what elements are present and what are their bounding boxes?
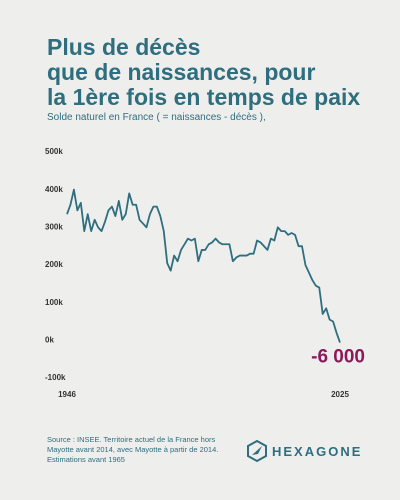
line (66, 188, 341, 343)
x-tick-label: 2025 (331, 390, 349, 399)
source: Estimations avant 1965 (47, 455, 125, 464)
x-tick-label: 1946 (58, 390, 76, 399)
y-tick-label: 0k (45, 335, 54, 344)
annotation: -6 000 (311, 347, 365, 368)
y-tick-label: 300k (45, 222, 63, 231)
logo-icon (247, 439, 267, 463)
source: Source : INSEE. Territoire actuel de la … (47, 435, 216, 444)
y-tick-label: 100k (45, 298, 63, 307)
y-tick-label: 500k (45, 147, 63, 156)
logo-icon (252, 446, 262, 455)
chart-title: que de naissances, pour (47, 59, 315, 85)
chart-title: Plus de décès (47, 34, 200, 60)
logo: HEXAGONE (247, 439, 362, 463)
source: Mayotte avant 2014, avec Mayotte à parti… (47, 445, 218, 454)
logo-text: HEXAGONE (272, 444, 362, 459)
y-tick-label: 400k (45, 185, 63, 194)
subtitle: Solde naturel en France ( = naissances -… (47, 112, 266, 123)
y-tick-label: -100k (45, 373, 66, 382)
chart-title: la 1ère fois en temps de paix (47, 84, 360, 110)
y-tick-label: 200k (45, 260, 63, 269)
